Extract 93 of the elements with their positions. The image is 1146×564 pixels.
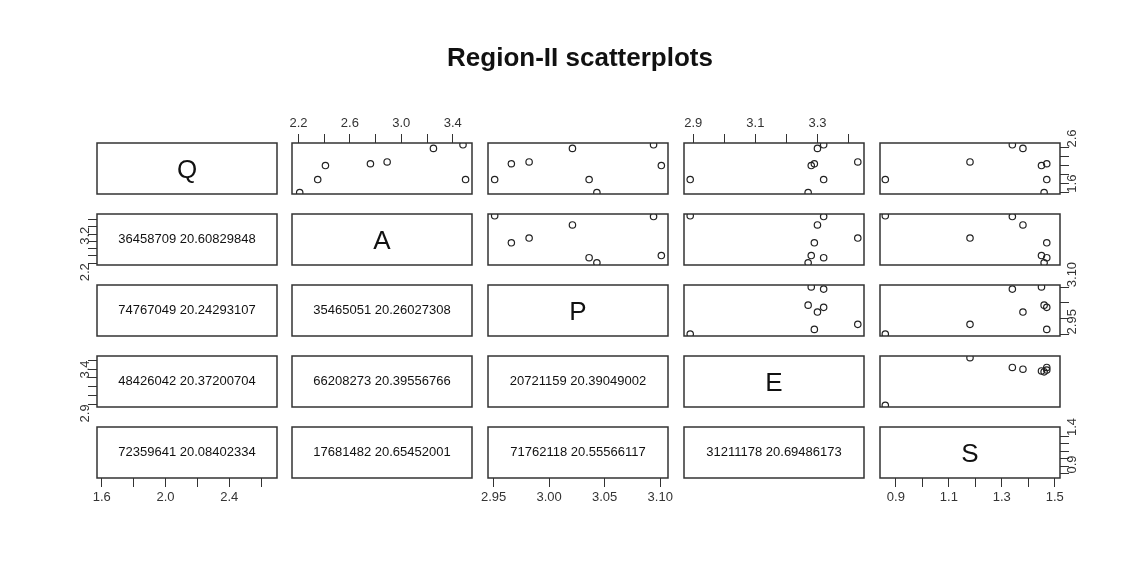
text: E xyxy=(765,366,783,397)
point xyxy=(1042,366,1051,374)
point xyxy=(1040,368,1048,376)
point xyxy=(366,159,375,168)
x-tick-label: 3.3 xyxy=(808,114,827,130)
text: Region-II scatterplots xyxy=(446,42,714,73)
text: 35465051 20.26027308 xyxy=(313,302,451,318)
point xyxy=(1042,253,1051,262)
x-tick-label: 3.1 xyxy=(746,114,765,130)
point xyxy=(1019,365,1027,373)
point xyxy=(313,175,322,184)
x-tick-label: 1.1 xyxy=(939,489,958,505)
point xyxy=(810,238,819,247)
point xyxy=(1042,238,1051,247)
annotation: S xyxy=(961,437,979,468)
point xyxy=(383,158,391,166)
point xyxy=(819,175,828,184)
point xyxy=(657,251,666,260)
y-tick-label: 2.6 xyxy=(1063,129,1079,148)
x-tick-label: 3.05 xyxy=(592,489,618,505)
point xyxy=(1008,363,1017,372)
x-tick-label: 2.4 xyxy=(220,489,239,505)
point xyxy=(568,144,577,153)
point xyxy=(853,158,862,166)
x-tick-label: 2.2 xyxy=(289,114,308,130)
point xyxy=(525,234,533,242)
x-tick-label: 2.6 xyxy=(340,114,359,130)
y-tick-label: 1.4 xyxy=(1063,417,1079,436)
point xyxy=(686,175,695,184)
x-tick-label: 1.5 xyxy=(1045,489,1064,505)
point xyxy=(813,308,822,316)
y-tick-label: 2.95 xyxy=(1063,309,1079,335)
x-tick-label: 2.0 xyxy=(156,489,175,505)
x-tick-label: 2.9 xyxy=(684,114,703,130)
point xyxy=(966,234,974,242)
point xyxy=(461,175,470,184)
annotation: 36458709 20.60829848 xyxy=(118,231,256,247)
annotation: 71762118 20.55566117 xyxy=(510,444,646,460)
x-tick-label: 2.95 xyxy=(480,489,507,505)
x-tick-label: 3.0 xyxy=(392,114,411,130)
point xyxy=(819,253,828,262)
text: 17681482 20.65452001 xyxy=(313,444,451,460)
point xyxy=(819,285,828,293)
point xyxy=(966,356,974,362)
point xyxy=(810,159,819,168)
point xyxy=(1019,221,1027,229)
text: 74767049 20.24293107 xyxy=(118,302,256,318)
point xyxy=(1042,363,1051,372)
x-tick-label: 0.9 xyxy=(886,489,905,505)
x-tick-label: 3.10 xyxy=(647,489,673,505)
x-tick-label: 1.3 xyxy=(992,489,1011,505)
text: 66208273 20.39556766 xyxy=(313,373,451,389)
x-tick-label: 3.4 xyxy=(443,114,462,130)
y-tick-label: 2.2 xyxy=(76,263,92,282)
point xyxy=(804,259,812,265)
point xyxy=(1040,259,1048,265)
point xyxy=(1037,367,1046,375)
y-tick-label: 0.9 xyxy=(1063,455,1079,474)
text: 31211178 20.69486173 xyxy=(706,444,842,460)
point xyxy=(853,234,862,242)
point xyxy=(525,158,533,166)
point xyxy=(585,253,593,262)
text: A xyxy=(373,224,392,255)
text: 20721159 20.39049002 xyxy=(509,373,647,389)
point xyxy=(507,238,516,247)
x-tick-label: 3.00 xyxy=(536,489,562,505)
y-tick-label: 3.4 xyxy=(76,360,92,379)
point xyxy=(804,301,812,309)
point xyxy=(507,159,516,168)
y-tick-label: 2.9 xyxy=(76,404,92,423)
y-tick-label: 3.2 xyxy=(76,226,92,245)
annotation: 48426042 20.37200704 xyxy=(118,373,256,389)
annotation: 72359641 20.08402334 xyxy=(118,444,256,460)
point xyxy=(813,144,822,153)
point xyxy=(807,161,816,170)
point xyxy=(459,143,467,149)
point xyxy=(810,325,819,334)
point xyxy=(853,320,862,329)
point xyxy=(819,303,828,312)
point xyxy=(813,221,822,229)
point xyxy=(429,144,438,153)
point xyxy=(585,175,593,184)
point xyxy=(568,221,577,229)
point xyxy=(807,251,816,260)
point xyxy=(490,175,499,184)
y-tick-label: 3.10 xyxy=(1063,261,1079,288)
point xyxy=(657,161,666,170)
point xyxy=(321,161,330,170)
text: Q xyxy=(176,153,198,184)
x-tick-label: 1.6 xyxy=(92,489,111,505)
y-tick-label: 1.6 xyxy=(1063,174,1079,193)
point xyxy=(1037,251,1046,260)
text: P xyxy=(569,295,587,326)
